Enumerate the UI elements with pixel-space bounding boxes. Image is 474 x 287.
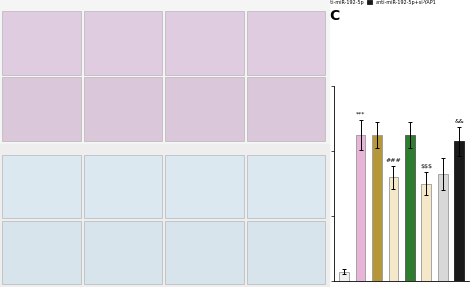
Text: $$$: $$$ [420, 164, 432, 169]
Text: &&: && [455, 119, 464, 123]
Bar [389, 177, 399, 281]
Text: A: A [5, 9, 16, 23]
Text: ###: ### [386, 158, 401, 162]
Bar [339, 272, 349, 281]
Bar [372, 135, 382, 281]
Text: B: B [5, 146, 15, 160]
Y-axis label: TUNEL-positive neurons
(number/area): TUNEL-positive neurons (number/area) [305, 146, 316, 221]
Legend: Sham, HIBD, anti-NC, anti-miR-192-5p, oe-NC, oe-YAP1, anti-miR-192-5p+si-NC, ant: Sham, HIBD, anti-NC, anti-miR-192-5p, oe… [316, 0, 436, 5]
Bar [405, 135, 415, 281]
Text: ***: *** [356, 112, 365, 117]
Bar [438, 174, 448, 281]
Bar [455, 141, 465, 281]
Bar [421, 184, 431, 281]
Bar [356, 135, 365, 281]
Text: C: C [329, 9, 340, 23]
